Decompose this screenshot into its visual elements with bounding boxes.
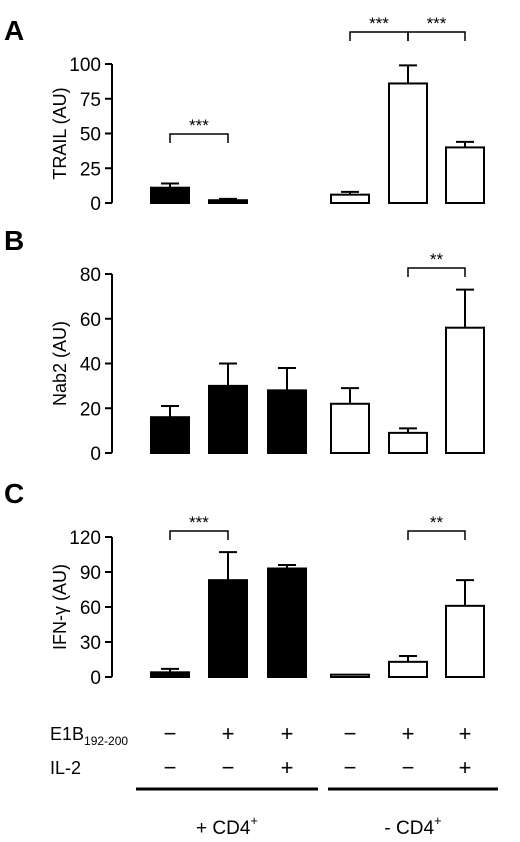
bar xyxy=(208,384,248,454)
panel-a: A 0 25 50 75 100 TRAIL (AU) *** *** *** xyxy=(4,14,485,215)
bar xyxy=(208,199,248,205)
panel-letter: A xyxy=(4,15,24,46)
y-tick-label: 60 xyxy=(80,310,101,331)
condition-sign: + xyxy=(281,721,294,746)
y-axis-title: Nab2 (AU) xyxy=(50,321,70,406)
significance-label: ** xyxy=(430,250,444,269)
condition-row-label: IL-2 xyxy=(50,758,81,778)
bar xyxy=(150,186,190,205)
bar xyxy=(388,660,428,678)
bar xyxy=(445,604,485,678)
significance-bracket xyxy=(407,530,466,540)
significance-label: ** xyxy=(430,513,444,532)
significance-bracket xyxy=(407,267,466,277)
significance-bracket xyxy=(349,31,409,41)
y-tick-label: 0 xyxy=(90,444,101,465)
bar xyxy=(208,579,248,679)
condition-sign: − xyxy=(344,721,357,746)
y-tick-label: 100 xyxy=(69,55,101,76)
condition-sign: + xyxy=(281,755,294,780)
y-axis-title: TRAIL (AU) xyxy=(50,87,70,179)
condition-sign: − xyxy=(222,755,235,780)
bar xyxy=(330,673,370,679)
condition-sign: + xyxy=(402,721,415,746)
group-label: - CD4+ xyxy=(384,813,441,839)
significance-bracket xyxy=(169,530,229,540)
y-tick-label: 0 xyxy=(90,668,101,689)
condition-sign: + xyxy=(459,755,472,780)
bar xyxy=(445,146,485,204)
significance-bracket xyxy=(407,31,466,41)
y-tick-label: 25 xyxy=(80,159,101,180)
bar xyxy=(388,431,428,454)
bar xyxy=(445,326,485,455)
bar xyxy=(267,389,307,455)
condition-table: E1B192-200 − + + − + + IL-2 − − + − − + + CD4+ - CD4+ xyxy=(50,721,498,839)
bar xyxy=(388,82,428,204)
panel-letter: B xyxy=(4,225,24,256)
y-tick-label: 20 xyxy=(80,399,101,420)
y-tick-label: 50 xyxy=(80,125,101,146)
y-tick-label: 30 xyxy=(80,633,101,654)
y-tick-label: 40 xyxy=(80,355,101,376)
group-label: + CD4+ xyxy=(196,813,258,839)
significance-label: *** xyxy=(369,14,389,33)
y-tick-label: 120 xyxy=(69,528,101,549)
significance-label: *** xyxy=(427,14,447,33)
significance-label: *** xyxy=(189,116,209,135)
y-tick-label: 0 xyxy=(90,194,101,215)
bar xyxy=(330,402,370,454)
significance-bracket xyxy=(169,133,229,143)
y-tick-label: 90 xyxy=(80,563,101,584)
condition-sign: − xyxy=(344,755,357,780)
bar xyxy=(330,193,370,205)
bar xyxy=(150,416,190,455)
panel-b: B 0 20 40 60 80 Nab2 (AU) ** xyxy=(4,225,485,465)
condition-sign: − xyxy=(402,755,415,780)
condition-row-label: E1B192-200 xyxy=(50,724,128,748)
bar xyxy=(150,671,190,678)
y-tick-label: 75 xyxy=(80,90,101,111)
y-axis-title: IFN-γ (AU) xyxy=(50,564,70,650)
condition-sign: + xyxy=(459,721,472,746)
condition-sign: − xyxy=(164,755,177,780)
panel-letter: C xyxy=(4,478,24,509)
condition-sign: + xyxy=(222,721,235,746)
y-tick-label: 80 xyxy=(80,265,101,286)
condition-sign: − xyxy=(164,721,177,746)
bar xyxy=(267,567,307,678)
y-tick-label: 60 xyxy=(80,598,101,619)
significance-label: *** xyxy=(189,513,209,532)
